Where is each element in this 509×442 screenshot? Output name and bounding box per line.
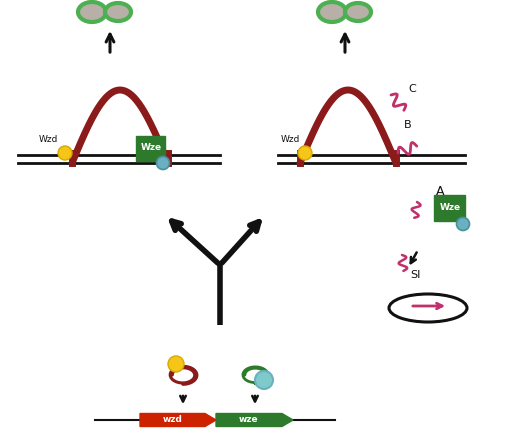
Circle shape [297,146,312,160]
Text: A: A [435,185,443,198]
Circle shape [156,156,169,169]
Text: Wzd: Wzd [280,135,299,144]
FancyBboxPatch shape [136,136,165,160]
Text: C: C [407,84,415,94]
Circle shape [254,371,272,389]
Polygon shape [216,414,293,427]
Polygon shape [140,414,216,427]
Circle shape [167,356,184,372]
FancyBboxPatch shape [434,194,465,221]
Text: Wze: Wze [140,144,161,152]
Ellipse shape [344,3,370,21]
Text: Wzd: Wzd [38,135,58,144]
Ellipse shape [318,2,345,22]
Text: wze: wze [239,415,258,424]
Ellipse shape [105,3,131,21]
Text: wzd: wzd [162,415,182,424]
Ellipse shape [78,2,106,22]
Circle shape [58,146,72,160]
Text: Wze: Wze [439,203,460,213]
Text: B: B [403,120,411,130]
Circle shape [456,217,469,230]
Text: SI: SI [409,270,419,280]
